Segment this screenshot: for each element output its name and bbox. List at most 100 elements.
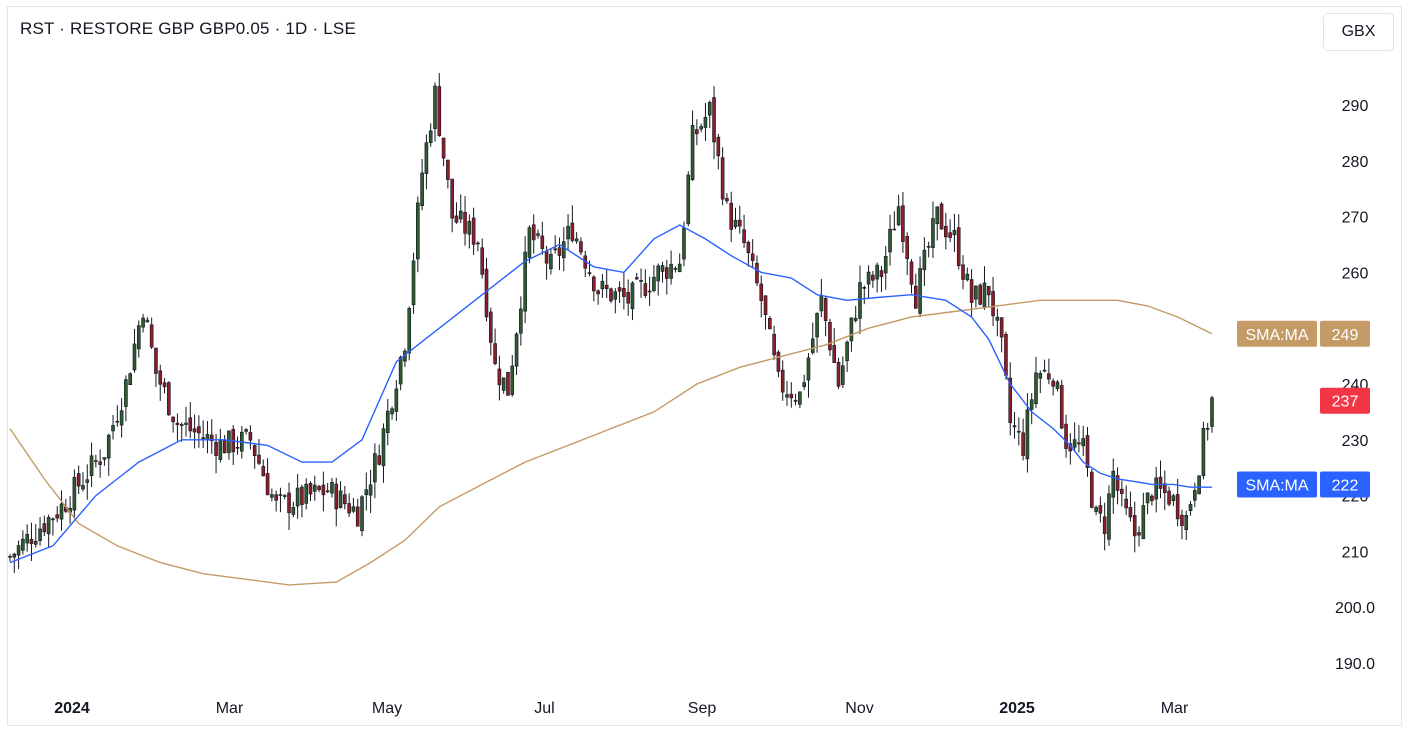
candle-body [793,400,798,402]
candle-body [1188,504,1193,511]
sma-short-line [9,224,1212,564]
candle-body [81,485,85,490]
candle-body [411,260,416,306]
candle-body [111,425,115,432]
sma-long-tag-value: 249 [1332,327,1359,344]
candle-body [1171,495,1176,502]
y-tick-label: 270 [1342,210,1369,227]
candle-body [1167,490,1171,505]
candle-body [1124,498,1128,509]
candle-body [883,255,888,274]
candle-body [278,494,283,496]
candle-body [729,202,734,230]
candle-body [544,251,549,264]
chart-border [7,6,1402,726]
candle-body [321,484,326,496]
candle-body [16,545,21,556]
candle-body [390,408,394,415]
candle-body [51,518,55,521]
sma-short-tag-label-box [1237,471,1317,498]
candle-body [1004,333,1008,376]
candle-body [785,394,789,398]
x-tick-label: Sep [688,700,717,717]
candle-body [617,287,622,292]
candle-body [227,430,231,454]
candle-body [188,417,193,432]
candle-body [454,215,459,223]
candle-body [154,347,158,374]
candle-body [879,270,884,277]
candle-body [1047,373,1051,380]
candle-body [476,242,480,245]
candle-body [686,174,691,225]
candle-body [458,210,463,220]
candle-body [690,124,695,180]
candle-body [913,285,918,309]
candle-body [596,290,600,295]
candle-body [695,129,699,135]
price-tags: SMA:MA 249 237 SMA:MA 222 [1237,320,1370,498]
candle-body [1042,369,1047,372]
candle-body [416,202,420,260]
candle-body [102,457,107,460]
candle-body [407,308,412,354]
candle-body [592,276,596,292]
candle-body [325,490,330,493]
candle-body [948,232,952,238]
candle-body [364,489,369,496]
candle-body [995,316,1000,321]
candles [8,73,1214,573]
candle-body [1137,532,1141,536]
candle-body [1038,373,1043,379]
candle-body [750,253,755,261]
candle-body [347,503,351,514]
candle-body [308,483,313,495]
candle-body [776,351,781,372]
candle-body [493,343,497,364]
candle-body [626,292,630,304]
candle-body [330,482,334,494]
candle-body [742,229,746,243]
candle-body [424,142,429,175]
y-tick-label: 230 [1342,433,1369,450]
candle-body [823,298,828,321]
candle-body [849,317,854,342]
candle-body [677,263,682,273]
candle-body [381,428,386,467]
candle-body [171,416,175,423]
candle-body [72,477,77,511]
candle-body [991,291,995,317]
candle-body [1051,380,1055,387]
currency-button[interactable]: GBX [1323,13,1394,51]
candle-body [1193,490,1197,501]
candle-body [909,261,914,285]
candle-body [819,294,824,312]
candle-body [1055,381,1060,389]
candle-body [1102,516,1107,535]
candle-body [1008,377,1013,424]
candle-body [312,484,317,492]
candle-body [1184,515,1189,531]
candle-body [235,446,240,449]
candle-body [772,333,776,356]
candle-body [162,382,167,388]
candle-body [531,224,536,241]
candle-body [566,225,570,240]
candle-body [420,172,424,206]
candle-body [501,377,506,391]
candle-body [866,271,871,285]
candle-body [1021,432,1025,456]
candle-body [815,313,819,338]
sma-long-tag-value-box [1320,320,1370,347]
sma-long-tag-label-box [1237,320,1317,347]
candle-body [978,284,982,305]
candle-body [527,227,532,258]
candle-body [145,319,150,323]
candle-body [252,445,257,456]
candle-body [961,264,965,280]
x-axis: 2024 Mar May Jul Sep Nov 2025 Mar Ma [54,700,1189,717]
y-tick-label: 280 [1342,154,1369,171]
candle-body [433,85,437,129]
candle-body [1077,442,1081,445]
